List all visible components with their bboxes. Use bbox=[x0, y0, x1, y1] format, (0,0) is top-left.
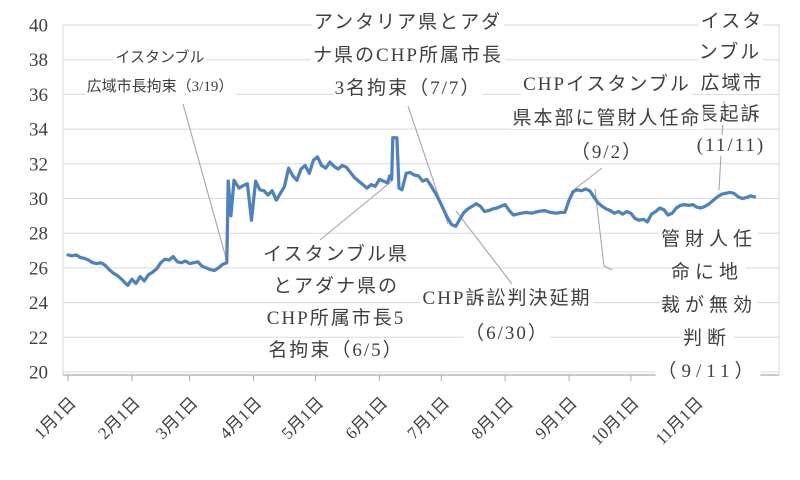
y-axis-label: 22 bbox=[29, 328, 48, 349]
x-axis-label: 11月1日 bbox=[652, 393, 707, 448]
y-axis-label: 26 bbox=[29, 258, 48, 279]
y-axis-label: 34 bbox=[29, 120, 49, 141]
plot-area-border bbox=[62, 24, 780, 376]
x-axis-label: 7月1日 bbox=[404, 393, 453, 442]
y-axis-label: 28 bbox=[29, 224, 48, 245]
y-axis-label: 38 bbox=[29, 50, 48, 71]
leader-line-istanbul-adana-five-mayors-detained bbox=[319, 180, 393, 241]
leader-line-chp-istanbul-trustee-appointed bbox=[570, 167, 603, 193]
x-axis-label: 3月1日 bbox=[152, 393, 201, 442]
x-axis-label: 8月1日 bbox=[467, 393, 516, 442]
data-series-line bbox=[66, 136, 757, 287]
y-axis-label: 32 bbox=[29, 154, 48, 175]
x-axis-label: 6月1日 bbox=[342, 393, 391, 442]
leader-line-istanbul-mayor-indicted bbox=[718, 100, 725, 191]
leader-line-chp-trial-verdict-postponed bbox=[455, 210, 513, 285]
leader-line-istanbul-mayor-detained bbox=[182, 103, 227, 259]
y-axis-label: 24 bbox=[29, 293, 49, 314]
y-axis-label: 36 bbox=[29, 85, 48, 106]
x-axis-label: 10月1日 bbox=[587, 393, 643, 449]
y-axis-label: 30 bbox=[29, 189, 48, 210]
leader-line-trustee-appointment-invalidated bbox=[594, 188, 613, 271]
x-axis-label: 1月1日 bbox=[30, 393, 79, 442]
x-axis-label: 9月1日 bbox=[531, 393, 580, 442]
y-axis-label: 40 bbox=[29, 16, 48, 37]
y-axis-label: 20 bbox=[29, 363, 48, 384]
x-axis-label: 4月1日 bbox=[216, 393, 265, 442]
x-axis-label: 5月1日 bbox=[278, 393, 327, 442]
x-axis-label: 2月1日 bbox=[94, 393, 143, 442]
